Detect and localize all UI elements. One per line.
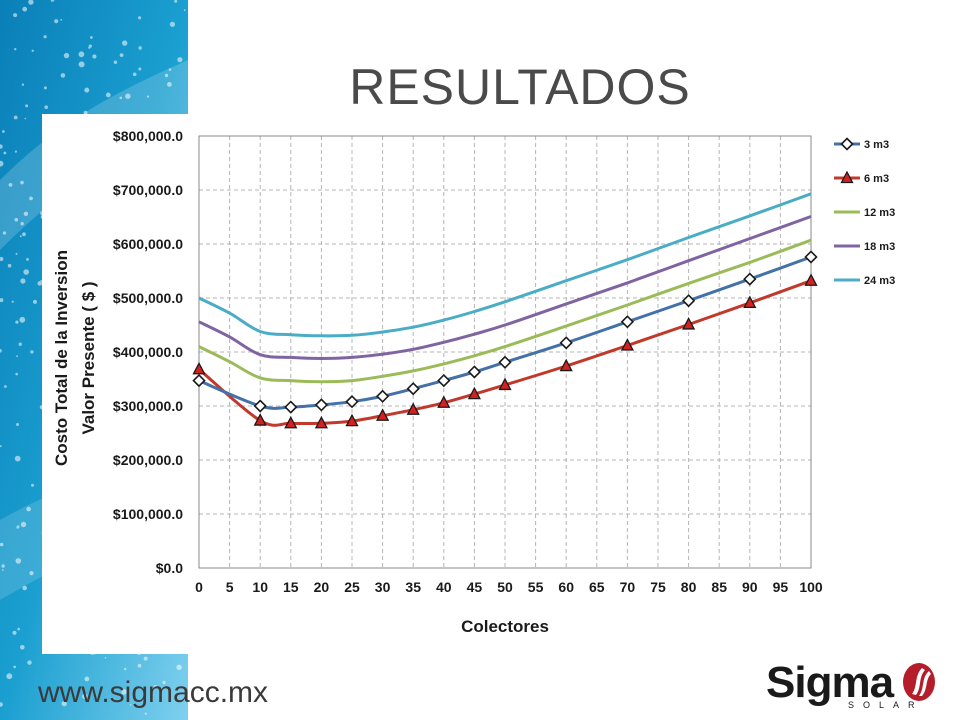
x-tick-label: 85 <box>711 579 727 595</box>
data-point <box>284 415 298 429</box>
y-axis-label-line2: Valor Presente ( $ ) <box>79 281 98 434</box>
legend-item: 3 m3 <box>834 137 889 151</box>
x-tick-label: 80 <box>681 579 697 595</box>
x-tick-label: 95 <box>773 579 789 595</box>
series-line <box>198 238 812 384</box>
legend-label: 3 m3 <box>864 139 889 151</box>
data-point <box>345 395 359 409</box>
data-point <box>743 295 757 309</box>
x-tick-label: 75 <box>650 579 666 595</box>
legend-label: 24 m3 <box>864 275 895 287</box>
data-point <box>467 386 481 400</box>
data-point <box>192 373 206 388</box>
data-point <box>253 399 267 413</box>
series-18m3 <box>198 215 812 360</box>
x-tick-label: 25 <box>344 579 360 595</box>
data-point <box>804 250 818 264</box>
x-tick-label: 100 <box>799 579 823 595</box>
x-tick-label: 65 <box>589 579 605 595</box>
y-tick-label: $200,000.0 <box>113 452 183 468</box>
x-tick-label: 40 <box>436 579 452 595</box>
legend-label: 6 m3 <box>864 173 889 185</box>
y-tick-label: $700,000.0 <box>113 182 183 198</box>
series-6m3 <box>192 273 818 429</box>
sigma-solar-logo: Sigma SOLAR <box>766 658 942 714</box>
legend-item: 6 m3 <box>834 170 889 185</box>
legend-label: 12 m3 <box>864 207 895 219</box>
series-12m3 <box>198 238 812 384</box>
data-point <box>743 272 757 286</box>
y-tick-label: $500,000.0 <box>113 290 183 306</box>
data-point <box>804 273 818 286</box>
y-tick-label: $300,000.0 <box>113 398 183 414</box>
x-tick-label: 55 <box>528 579 544 595</box>
data-point <box>620 338 634 351</box>
data-point <box>192 361 206 375</box>
y-tick-label: $0.0 <box>156 560 183 576</box>
y-tick-label: $600,000.0 <box>113 236 183 252</box>
series-line <box>198 192 812 338</box>
y-axis-label-line1: Costo Total de la Inversion <box>52 250 71 466</box>
legend-item: 12 m3 <box>834 207 895 219</box>
series-24m3 <box>198 192 812 338</box>
x-tick-label: 70 <box>620 579 636 595</box>
data-point <box>376 408 390 421</box>
legend: 3 m3 6 m3 12 m3 18 m3 24 m3 <box>834 137 895 287</box>
chart-background <box>42 114 900 654</box>
y-tick-label: $100,000.0 <box>113 506 183 522</box>
legend-label: 18 m3 <box>864 241 895 253</box>
data-point <box>314 398 329 412</box>
legend-marker <box>840 137 854 151</box>
legend-marker <box>840 170 854 184</box>
x-tick-label: 90 <box>742 579 758 595</box>
y-tick-label: $800,000.0 <box>113 128 183 144</box>
x-tick-label: 15 <box>283 579 299 595</box>
y-tick-label: $400,000.0 <box>113 344 183 360</box>
data-point <box>284 400 298 414</box>
data-point <box>253 413 267 426</box>
x-tick-label: 45 <box>467 579 483 595</box>
chart-panel: 0 5 10 15 20 25 30 35 40 45 50 55 60 65 70 75 80 85 90 95 10… <box>42 114 900 654</box>
x-tick-label: 5 <box>226 579 234 595</box>
series-3m3 <box>192 250 818 414</box>
data-point <box>682 317 696 330</box>
x-tick-label: 0 <box>195 579 203 595</box>
logo-wordmark: Sigma <box>766 658 894 707</box>
x-tick-label: 35 <box>405 579 421 595</box>
data-point <box>314 415 328 429</box>
legend-item: 18 m3 <box>834 241 895 253</box>
data-point <box>406 402 420 415</box>
line-chart: 0 5 10 15 20 25 30 35 40 45 50 55 60 65 70 75 80 85 90 95 10… <box>42 114 900 654</box>
data-point <box>559 358 573 372</box>
data-point <box>437 373 451 388</box>
plot-border <box>198 135 812 569</box>
data-point <box>620 315 635 329</box>
data-point <box>375 389 390 403</box>
data-point <box>467 365 482 379</box>
logo-mark-icon <box>903 663 935 701</box>
x-tick-label: 50 <box>497 579 513 595</box>
data-point <box>498 377 512 391</box>
series-line <box>198 215 812 360</box>
x-tick-label: 30 <box>375 579 391 595</box>
x-tick-label: 20 <box>314 579 330 595</box>
data-point <box>498 355 512 369</box>
data-point <box>406 382 420 396</box>
slide-title: RESULTADOS <box>349 59 691 115</box>
legend-item: 24 m3 <box>834 275 895 287</box>
footer-url[interactable]: www.sigmacc.mx <box>38 676 269 709</box>
x-axis-label: Colectores <box>461 617 549 636</box>
series-line <box>198 279 812 427</box>
logo-subtitle: SOLAR <box>848 700 924 710</box>
data-point <box>681 294 696 308</box>
x-tick-label: 10 <box>252 579 268 595</box>
data-point <box>345 413 359 427</box>
data-point <box>437 395 451 408</box>
x-tick-label: 60 <box>558 579 574 595</box>
data-point <box>559 336 573 350</box>
